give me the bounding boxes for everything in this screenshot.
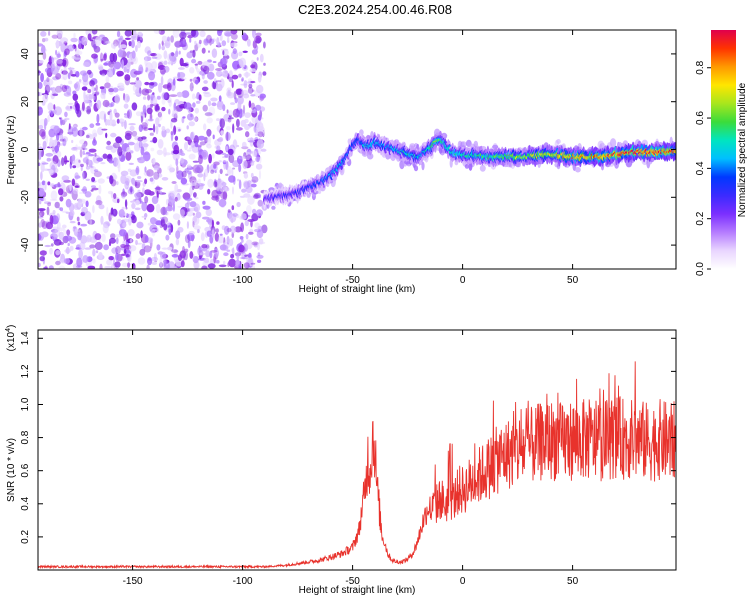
spectrogram-y-tick-label: -40 (20, 237, 31, 252)
snr-plot-area (38, 361, 676, 570)
spectrogram-x-tick-label: -50 (345, 275, 360, 286)
spectrogram-plot-area (38, 30, 676, 269)
spectrogram-x-tick-label: -100 (233, 275, 253, 286)
colorbar: 0.0 0.2 0.4 0.6 0.8 Normalized spectral ampl… (695, 30, 748, 276)
colorbar-tick-label: 0.2 (695, 211, 706, 225)
spectrogram-x-tick-label: 0 (460, 275, 466, 286)
spectrogram-panel: -150 -100 -50 0 50 -40 -20 0 20 40 Height of str… (6, 29, 677, 295)
spectrogram-x-ticks: -150 -100 -50 0 50 (123, 30, 579, 286)
noise-speckles (38, 30, 268, 269)
snr-frame (37, 329, 677, 571)
snr-x-tick-label: 50 (567, 576, 579, 587)
spectrogram-x-tick-label: 50 (567, 275, 579, 286)
snr-x-tick-label: -150 (123, 576, 143, 587)
colorbar-label: Normalized spectral amplitude (737, 82, 748, 217)
chart-title: C2E3.2024.254.00.46.R08 (298, 2, 452, 17)
snr-y-tick-label: 0.2 (20, 530, 31, 544)
colorbar-gradient (711, 30, 736, 269)
snr-x-tick-label: -100 (233, 576, 253, 587)
snr-y-tick-label: 1.0 (20, 397, 31, 411)
snr-y-tick-label: 1.4 (20, 331, 31, 345)
spectrogram-y-axis-label: Frequency (Hz) (6, 116, 17, 185)
colorbar-tick-label: 0.6 (695, 111, 706, 125)
spectrogram-y-tick-label: -20 (20, 190, 31, 205)
snr-x-axis-label: Height of straight line (km) (299, 585, 416, 596)
spectrogram-y-tick-label: 40 (20, 48, 31, 60)
snr-x-tick-label: 0 (460, 576, 466, 587)
spectrogram-y-tick-label: 20 (20, 96, 31, 108)
colorbar-tick-label: 0.0 (695, 262, 706, 276)
snr-y-ticks: 0.2 0.4 0.6 0.8 1.0 1.2 1.4 (20, 331, 676, 544)
snr-y-tick-label: 0.4 (20, 496, 31, 510)
colorbar-ticks: 0.0 0.2 0.4 0.6 0.8 (695, 60, 711, 276)
snr-y-axis-label: SNR (10 * v/v) (6, 438, 17, 502)
snr-y-tick-label: 0.8 (20, 430, 31, 444)
snr-y-tick-label: 1.2 (20, 364, 31, 378)
colorbar-tick-label: 0.8 (695, 60, 706, 74)
snr-panel: -150 -100 -50 0 50 0.2 0.4 0.6 0.8 1.0 1.2 1.4 Hei… (5, 325, 677, 596)
snr-series-line (38, 361, 676, 570)
spectrogram-x-axis-label: Height of straight line (km) (299, 284, 416, 295)
snr-y-multiplier: (x104) (5, 325, 17, 352)
spectrogram-x-tick-label: -150 (123, 275, 143, 286)
spectrogram-y-ticks: -40 -20 0 20 40 (20, 48, 676, 252)
signal-ridge (261, 128, 676, 211)
colorbar-tick-label: 0.4 (695, 161, 706, 175)
snr-y-tick-label: 0.6 (20, 463, 31, 477)
snr-x-ticks: -150 -100 -50 0 50 (123, 330, 579, 587)
snr-x-tick-label: -50 (345, 576, 360, 587)
spectrogram-y-tick-label: 0 (20, 146, 31, 152)
